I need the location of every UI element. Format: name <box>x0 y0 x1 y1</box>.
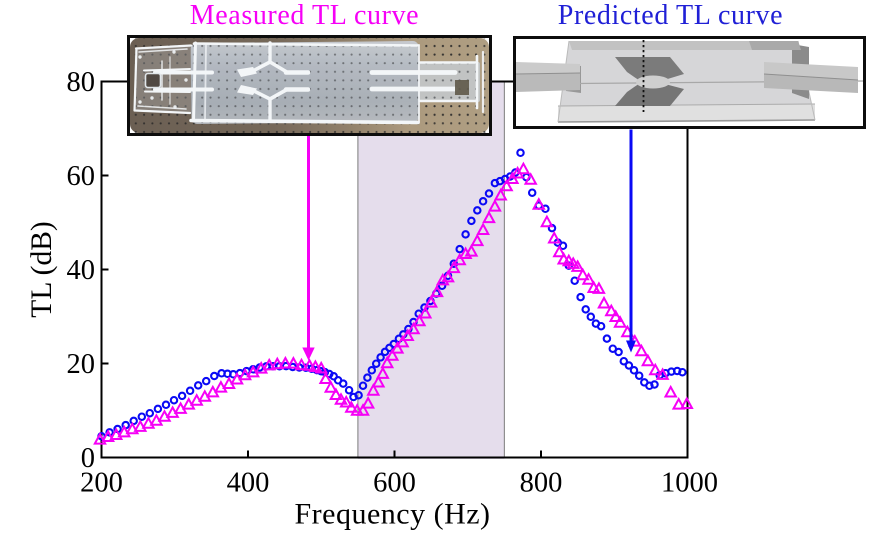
svg-text:200: 200 <box>80 468 123 499</box>
svg-text:0: 0 <box>81 443 95 474</box>
svg-text:Measured TL curve: Measured TL curve <box>190 0 419 31</box>
svg-text:Predicted TL curve: Predicted TL curve <box>558 0 783 31</box>
svg-text:Frequency (Hz): Frequency (Hz) <box>294 498 490 531</box>
svg-text:40: 40 <box>67 255 96 286</box>
svg-text:80: 80 <box>67 67 96 98</box>
svg-text:TL (dB): TL (dB) <box>26 221 58 317</box>
svg-text:400: 400 <box>227 468 270 499</box>
svg-text:800: 800 <box>520 468 563 499</box>
svg-text:600: 600 <box>373 468 416 499</box>
svg-text:1000: 1000 <box>661 468 718 499</box>
svg-text:60: 60 <box>67 161 96 192</box>
svg-text:20: 20 <box>67 349 96 380</box>
